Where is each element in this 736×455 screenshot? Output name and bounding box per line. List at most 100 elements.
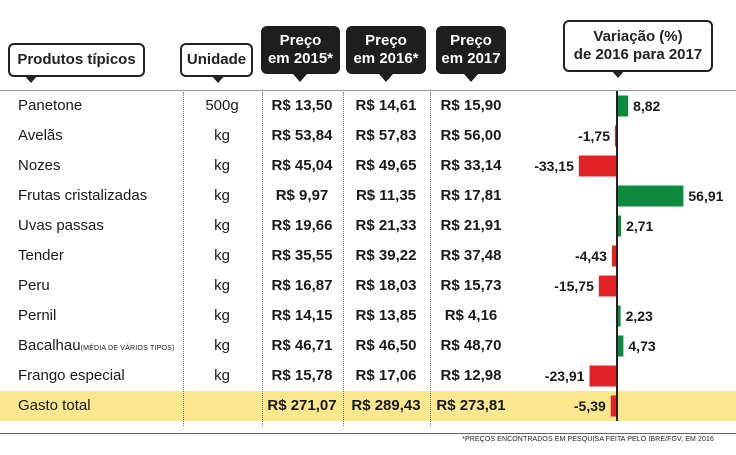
product-name: Frutas cristalizadas	[18, 181, 147, 211]
table-row: Pernil kg R$ 14,15 R$ 13,85 R$ 4,16	[0, 301, 736, 331]
price-2016-cell: R$ 14,61	[345, 91, 427, 121]
price-2017-cell-text: R$ 33,14	[440, 157, 502, 174]
price-2016-cell-text: R$ 11,35	[355, 187, 417, 204]
variation-label: 2,23	[626, 308, 653, 324]
variation-label: -1,75	[578, 128, 610, 144]
unit-cell: 500g	[183, 91, 261, 121]
variation-label: -15,75	[554, 278, 594, 294]
product-name: Avelãs	[18, 121, 63, 151]
table-row: Frango especial kg R$ 15,78 R$ 17,06 R$ 12,9…	[0, 361, 736, 391]
price-2016-cell-text: R$ 46,50	[355, 337, 417, 354]
product-name-text: Gasto total	[18, 397, 91, 414]
product-name-text: Bacalhau	[18, 337, 81, 354]
price-2015-cell: R$ 45,04	[262, 151, 342, 181]
price-2017-cell-text: R$ 21,91	[440, 217, 502, 234]
price-2017-cell: R$ 15,73	[432, 271, 510, 301]
table-row: Bacalhau(MÉDIA DE VÁRIOS TIPOS) kg R$ 46,7…	[0, 331, 736, 361]
unit-cell-text: kg	[214, 307, 230, 324]
variation-bar	[589, 365, 617, 387]
variation-bar	[618, 185, 684, 207]
price-2016-cell-text: R$ 13,85	[355, 307, 417, 324]
header-pointer	[379, 74, 393, 82]
product-note: (MÉDIA DE VÁRIOS TIPOS)	[80, 345, 175, 352]
header-price-2015: Preço em 2015*	[261, 26, 340, 82]
unit-cell: kg	[183, 211, 261, 241]
variation-bar	[610, 395, 617, 417]
price-2016-cell: R$ 11,35	[345, 181, 427, 211]
price-2015-cell: R$ 15,78	[262, 361, 342, 391]
header-products: Produtos típicos	[8, 43, 145, 83]
column-separator	[343, 92, 344, 426]
price-2015-cell-text: R$ 45,04	[271, 157, 333, 174]
variation-label: 4,73	[628, 338, 655, 354]
product-name: Frango especial	[18, 361, 125, 391]
header-price-2016: Preço em 2016*	[346, 26, 426, 82]
unit-cell-text: kg	[214, 337, 230, 354]
table-row: Peru kg R$ 16,87 R$ 18,03 R$ 15,73	[0, 271, 736, 301]
price-2017-cell: R$ 4,16	[432, 301, 510, 331]
product-name-text: Pernil	[18, 307, 57, 324]
price-2015-cell-text: R$ 271,07	[267, 397, 337, 414]
variation-bar	[598, 275, 617, 297]
price-2016-cell-text: R$ 18,03	[355, 277, 417, 294]
price-2015-cell: R$ 16,87	[262, 271, 342, 301]
table-row: Avelãs kg R$ 53,84 R$ 57,83 R$ 56,00	[0, 121, 736, 151]
table-row: Uvas passas kg R$ 19,66 R$ 21,33 R$ 21,91	[0, 211, 736, 241]
header-price-2017: Preço em 2017	[436, 26, 506, 82]
header-pointer	[464, 74, 478, 82]
unit-cell: kg	[183, 301, 261, 331]
price-2017-cell-text: R$ 37,48	[440, 247, 502, 264]
product-name-text: Frango especial	[18, 367, 125, 384]
product-name-text: Tender	[18, 247, 64, 264]
header-variation-line2: de 2016 para 2017	[573, 46, 703, 63]
header-pointer	[24, 75, 38, 83]
price-2016-cell-text: R$ 21,33	[355, 217, 417, 234]
variation-label: -5,39	[574, 398, 606, 414]
price-2016-cell: R$ 49,65	[345, 151, 427, 181]
column-separator	[183, 92, 184, 426]
price-2017-cell-text: R$ 17,81	[440, 187, 502, 204]
product-name-text: Frutas cristalizadas	[18, 187, 148, 204]
header-price-2016-line1: Preço	[365, 32, 407, 49]
price-2015-cell: R$ 271,07	[262, 391, 342, 421]
unit-cell: kg	[183, 361, 261, 391]
product-name-text: Avelãs	[18, 127, 63, 144]
price-2017-cell: R$ 33,14	[432, 151, 510, 181]
header-pointer	[211, 75, 225, 83]
price-2017-cell: R$ 12,98	[432, 361, 510, 391]
unit-cell: kg	[183, 181, 261, 211]
unit-cell-text: kg	[214, 277, 230, 294]
price-2016-cell: R$ 57,83	[345, 121, 427, 151]
price-2015-cell-text: R$ 13,50	[271, 97, 333, 114]
variation-bar	[618, 305, 621, 327]
price-2015-cell-text: R$ 53,84	[271, 127, 333, 144]
price-2017-cell-text: R$ 12,98	[440, 367, 502, 384]
table-row: Nozes kg R$ 45,04 R$ 49,65 R$ 33,14	[0, 151, 736, 181]
price-2017-cell: R$ 15,90	[432, 91, 510, 121]
price-2016-cell-text: R$ 57,83	[355, 127, 417, 144]
header-price-2016-line2: em 2016*	[353, 50, 419, 67]
variation-label: -23,91	[545, 368, 585, 384]
price-2017-cell: R$ 37,48	[432, 241, 510, 271]
column-separator	[430, 92, 431, 426]
price-2016-cell: R$ 46,50	[345, 331, 427, 361]
price-2016-cell: R$ 13,85	[345, 301, 427, 331]
price-2016-cell: R$ 18,03	[345, 271, 427, 301]
price-2015-cell-text: R$ 46,71	[271, 337, 333, 354]
unit-cell-text: kg	[214, 157, 230, 174]
price-2015-cell-text: R$ 9,97	[275, 187, 329, 204]
price-2016-cell-text: R$ 39,22	[355, 247, 417, 264]
price-2016-cell-text: R$ 17,06	[355, 367, 417, 384]
price-2016-cell-text: R$ 49,65	[355, 157, 417, 174]
header-price-2015-line2: em 2015*	[267, 50, 334, 67]
price-2016-cell: R$ 21,33	[345, 211, 427, 241]
unit-cell: kg	[183, 241, 261, 271]
price-2015-cell: R$ 53,84	[262, 121, 342, 151]
price-2017-cell-text: R$ 4,16	[444, 307, 498, 324]
product-name: Pernil	[18, 301, 56, 331]
unit-cell-text: kg	[214, 217, 230, 234]
price-2017-cell: R$ 56,00	[432, 121, 510, 151]
table-row: Panetone 500g R$ 13,50 R$ 14,61 R$ 15,90	[0, 91, 736, 121]
product-name-text: Uvas passas	[18, 217, 104, 234]
